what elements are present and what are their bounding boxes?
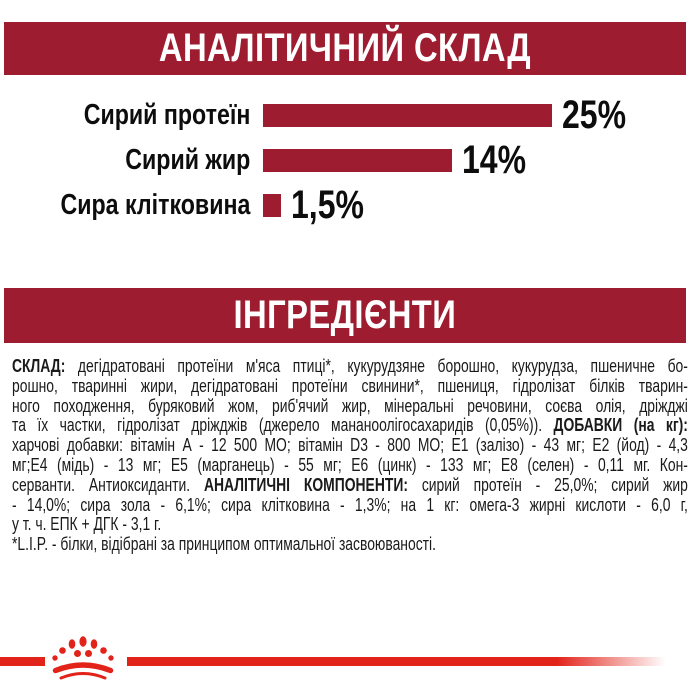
ingredients-line: СКЛАД: дегідратовані протеїни м'яса птиц… xyxy=(12,355,688,376)
section-header-ingredients: ІНГРЕДІЄНТИ xyxy=(4,288,686,343)
ingredients-line: та їх частки, гідролізат дріжджів (джере… xyxy=(12,414,688,436)
ingredients-line: харчові добавки: вітамін А - 12 500 МО; … xyxy=(12,434,688,456)
chart-row: Сирий протеїн 25% xyxy=(0,93,700,138)
ingredients-line: - 14,0%; сира зола - 6,1%; сира кліткови… xyxy=(12,493,688,515)
section-header-analytical-composition: АНАЛІТИЧНИЙ СКЛАД xyxy=(4,22,686,75)
ingredients-text-block: СКЛАД: дегідратовані протеїни м'яса птиц… xyxy=(12,356,688,554)
chart-bar xyxy=(263,149,452,172)
chart-row: Сира клітковина 1,5% xyxy=(0,183,700,228)
chart-category-label: Сирий жир xyxy=(124,144,250,176)
chart-value-label: 1,5% xyxy=(291,183,364,227)
analytical-composition-title: АНАЛІТИЧНИЙ СКЛАД xyxy=(158,26,532,70)
footer-stripe-left xyxy=(0,657,45,666)
chart-value-label: 25% xyxy=(562,93,627,137)
ingredients-line: у т. ч. ЕПК + ДГК - 3,1 г. xyxy=(12,513,162,535)
ingredients-line: мг;Е4 (мідь) - 13 мг; Е5 (марганець) - 5… xyxy=(12,453,688,475)
composition-bar-chart: Сирий протеїн 25% Сирий жир 14% Сира клітков… xyxy=(0,93,700,228)
chart-row: Сирий жир 14% xyxy=(0,138,700,183)
chart-bar xyxy=(263,104,552,127)
chart-category-label: Сирий протеїн xyxy=(83,99,250,131)
chart-bar xyxy=(263,194,281,217)
ingredients-line: *L.I.P. - білки, відібрані за принципом … xyxy=(12,533,436,555)
ingredients-line: серванти. Антиоксиданти. АНАЛІТИЧНІ КОМП… xyxy=(12,473,688,495)
ingredients-text: СКЛАД: дегідратовані протеїни м'яса птиц… xyxy=(12,356,688,554)
footer-stripe-right xyxy=(127,657,700,666)
chart-value-label: 14% xyxy=(462,138,527,182)
chart-category-label: Сира клітковина xyxy=(60,189,250,221)
royal-canin-crown-icon xyxy=(52,636,114,680)
ingredients-title: ІНГРЕДІЄНТИ xyxy=(233,293,457,337)
ingredients-line: ного походження, буряковий жом, риб'ячий… xyxy=(12,394,688,416)
ingredients-line: рошно, тваринні жири, дегідратовані прот… xyxy=(12,374,688,396)
